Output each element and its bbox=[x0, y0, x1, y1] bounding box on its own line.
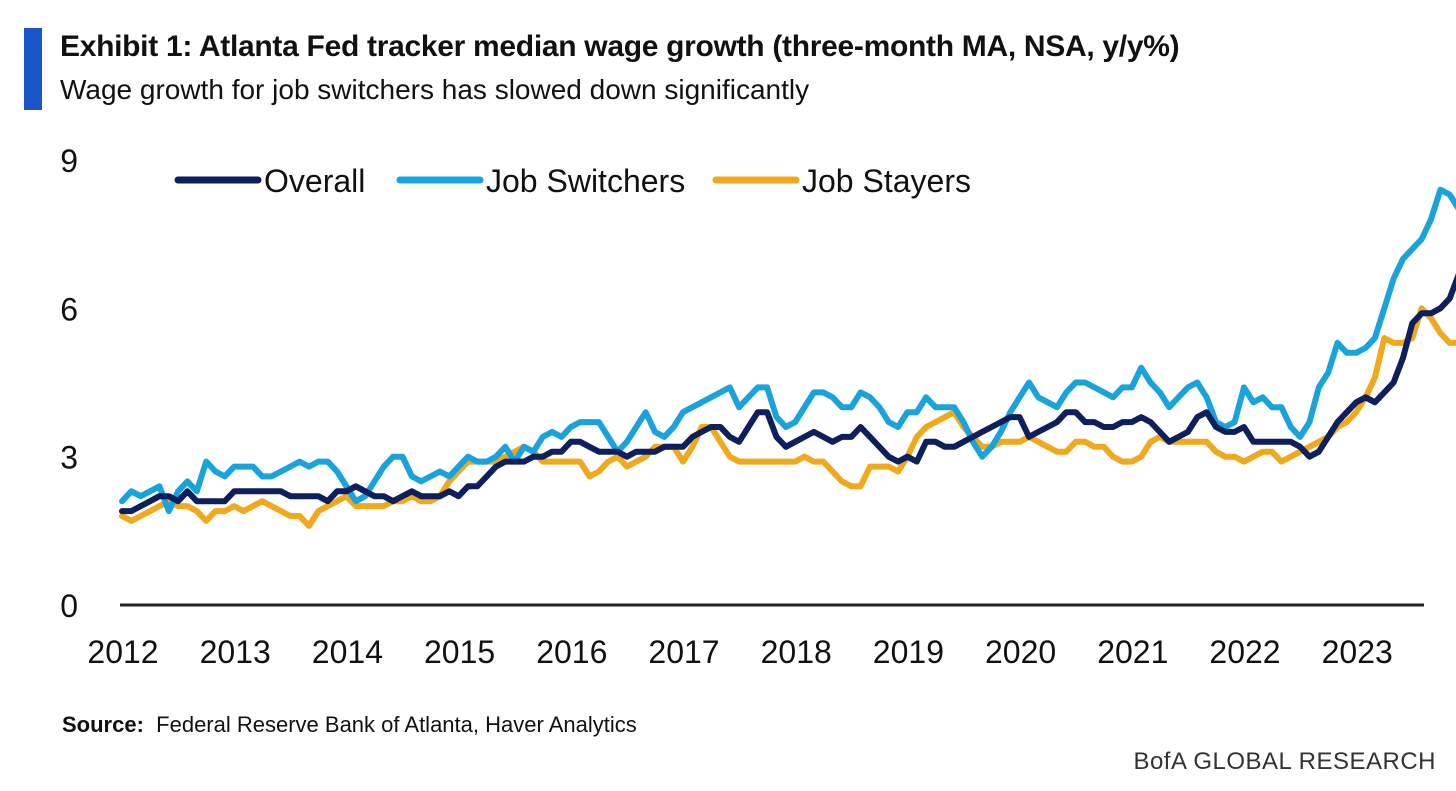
y-tick-label: 9 bbox=[60, 143, 78, 179]
legend-label: Job Stayers bbox=[802, 163, 971, 199]
x-tick-label: 2020 bbox=[985, 634, 1056, 670]
x-tick-label: 2013 bbox=[200, 634, 271, 670]
chart-subtitle: Wage growth for job switchers has slowed… bbox=[60, 74, 810, 105]
x-tick-label: 2016 bbox=[536, 634, 607, 670]
x-tick-label: 2015 bbox=[424, 634, 495, 670]
title-accent-bar bbox=[24, 28, 42, 110]
x-tick-label: 2018 bbox=[761, 634, 832, 670]
x-tick-label: 2022 bbox=[1209, 634, 1280, 670]
x-tick-label: 2021 bbox=[1097, 634, 1168, 670]
legend-label: Job Switchers bbox=[486, 163, 685, 199]
chart-title: Exhibit 1: Atlanta Fed tracker median wa… bbox=[60, 30, 1180, 63]
y-tick-label: 3 bbox=[60, 440, 78, 476]
x-tick-label: 2023 bbox=[1322, 634, 1393, 670]
series-lines bbox=[119, 186, 1456, 529]
series-line-job-stayers bbox=[119, 305, 1456, 529]
x-tick-label: 2014 bbox=[312, 634, 383, 670]
y-axis-ticks: 0 3 6 9 bbox=[60, 143, 78, 624]
source-note: Source: Federal Reserve Bank of Atlanta,… bbox=[62, 712, 637, 738]
source-text: Federal Reserve Bank of Atlanta, Haver A… bbox=[156, 712, 637, 737]
series-line-overall bbox=[119, 273, 1456, 515]
x-axis-ticks: 2012 2013 2014 2015 2016 2017 2018 2019 2020 2021… bbox=[87, 634, 1392, 670]
x-tick-label: 2012 bbox=[87, 634, 158, 670]
y-tick-label: 6 bbox=[60, 291, 78, 327]
legend-label: Overall bbox=[264, 163, 365, 199]
brand-footer: BofA GLOBAL RESEARCH bbox=[1133, 748, 1436, 775]
source-label: Source: bbox=[62, 712, 144, 737]
chart-legend: Overall Job Switchers Job Stayers bbox=[174, 163, 971, 199]
x-tick-label: 2017 bbox=[648, 634, 719, 670]
x-tick-label: 2019 bbox=[873, 634, 944, 670]
y-tick-label: 0 bbox=[60, 588, 78, 624]
